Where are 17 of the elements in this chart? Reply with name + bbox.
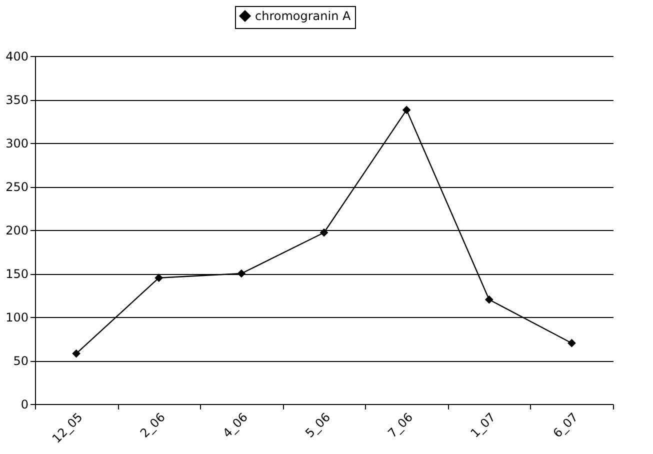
y-tick-label: 100: [6, 310, 28, 324]
point: [154, 274, 164, 282]
y-tick-label: 300: [6, 136, 28, 150]
point: [568, 338, 576, 348]
point: [484, 295, 494, 304]
y-tick-label: 150: [6, 267, 28, 281]
point: [72, 349, 80, 358]
point: [402, 106, 411, 114]
y-tick-label: 400: [6, 50, 28, 64]
y-tick-label: 350: [6, 93, 28, 107]
y-tick-label: 250: [6, 180, 28, 194]
y-tick-label: 200: [6, 224, 28, 238]
point: [320, 228, 328, 237]
y-tick-label: 50: [13, 354, 28, 368]
legend-label: chromogranin A: [255, 9, 352, 23]
point: [237, 269, 246, 278]
y-tick-label: 0: [20, 398, 28, 412]
